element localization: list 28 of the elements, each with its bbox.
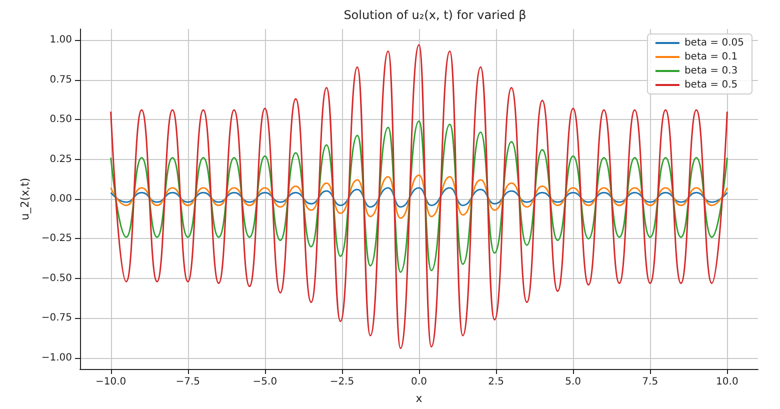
y-tick-label: 0.75 (50, 74, 72, 86)
x-tick-label: 10.0 (716, 376, 738, 388)
line-series (110, 174, 728, 219)
x-axis-title: x (416, 392, 423, 405)
x-tick-label: −5.0 (252, 376, 278, 388)
x-tick-label: −7.5 (176, 376, 200, 388)
x-tick-label: 2.5 (488, 376, 504, 388)
legend-label: beta = 0.5 (684, 80, 738, 90)
y-tick-label: −1.00 (41, 352, 72, 364)
y-tick-label: −0.25 (41, 233, 72, 244)
y-tick-label: 1.00 (50, 34, 72, 46)
line-series (110, 187, 728, 208)
x-tick-label: 7.5 (642, 376, 658, 388)
legend-label: beta = 0.1 (684, 52, 738, 62)
y-tick-label: −0.75 (41, 312, 72, 324)
y-axis-title: u_2(x,t) (18, 178, 32, 220)
chart-title: Solution of u₂(x, t) for varied β (344, 8, 526, 22)
y-tick-label: 0.00 (50, 194, 72, 204)
y-tick-label: −0.50 (41, 272, 72, 284)
x-tick-label: 5.0 (565, 376, 582, 388)
legend-label: beta = 0.05 (684, 38, 744, 48)
y-tick-label: 0.25 (50, 154, 72, 165)
x-tick-label: 0.0 (411, 376, 427, 388)
legend-label: beta = 0.3 (684, 66, 738, 76)
x-tick-label: −10.0 (95, 376, 126, 388)
y-tick-label: 0.50 (50, 114, 72, 126)
x-tick-label: −2.5 (330, 376, 354, 388)
line-series (110, 120, 728, 273)
